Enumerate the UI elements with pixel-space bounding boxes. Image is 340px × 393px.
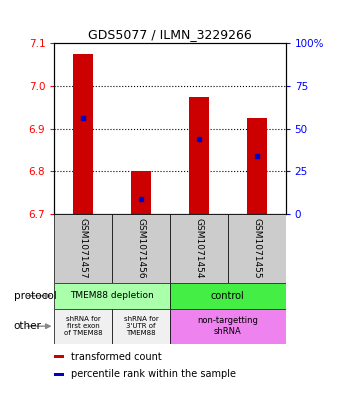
Text: transformed count: transformed count: [71, 352, 162, 362]
Bar: [54, 373, 64, 376]
Text: other: other: [14, 321, 41, 331]
Bar: [54, 355, 64, 358]
Text: GSM1071457: GSM1071457: [79, 218, 88, 279]
Bar: [112, 309, 170, 344]
Bar: [131, 171, 151, 214]
Text: shRNA for
3'UTR of
TMEM88: shRNA for 3'UTR of TMEM88: [124, 316, 158, 336]
Text: GSM1071454: GSM1071454: [194, 219, 203, 279]
Text: percentile rank within the sample: percentile rank within the sample: [71, 369, 236, 379]
Text: protocol: protocol: [14, 291, 56, 301]
Text: TMEM88 depletion: TMEM88 depletion: [70, 291, 154, 300]
Bar: [170, 283, 286, 309]
Text: non-targetting
shRNA: non-targetting shRNA: [197, 316, 258, 336]
Text: control: control: [211, 291, 245, 301]
Bar: [228, 214, 286, 283]
Text: GSM1071456: GSM1071456: [137, 218, 146, 279]
Bar: [54, 309, 112, 344]
Bar: [170, 214, 228, 283]
Bar: [112, 214, 170, 283]
Bar: [73, 54, 94, 214]
Bar: [54, 214, 112, 283]
Bar: [54, 283, 170, 309]
Text: GSM1071455: GSM1071455: [252, 218, 261, 279]
Bar: [189, 97, 209, 214]
Text: shRNA for
first exon
of TMEM88: shRNA for first exon of TMEM88: [64, 316, 103, 336]
Bar: [170, 309, 286, 344]
Bar: [246, 118, 267, 214]
Title: GDS5077 / ILMN_3229266: GDS5077 / ILMN_3229266: [88, 28, 252, 40]
